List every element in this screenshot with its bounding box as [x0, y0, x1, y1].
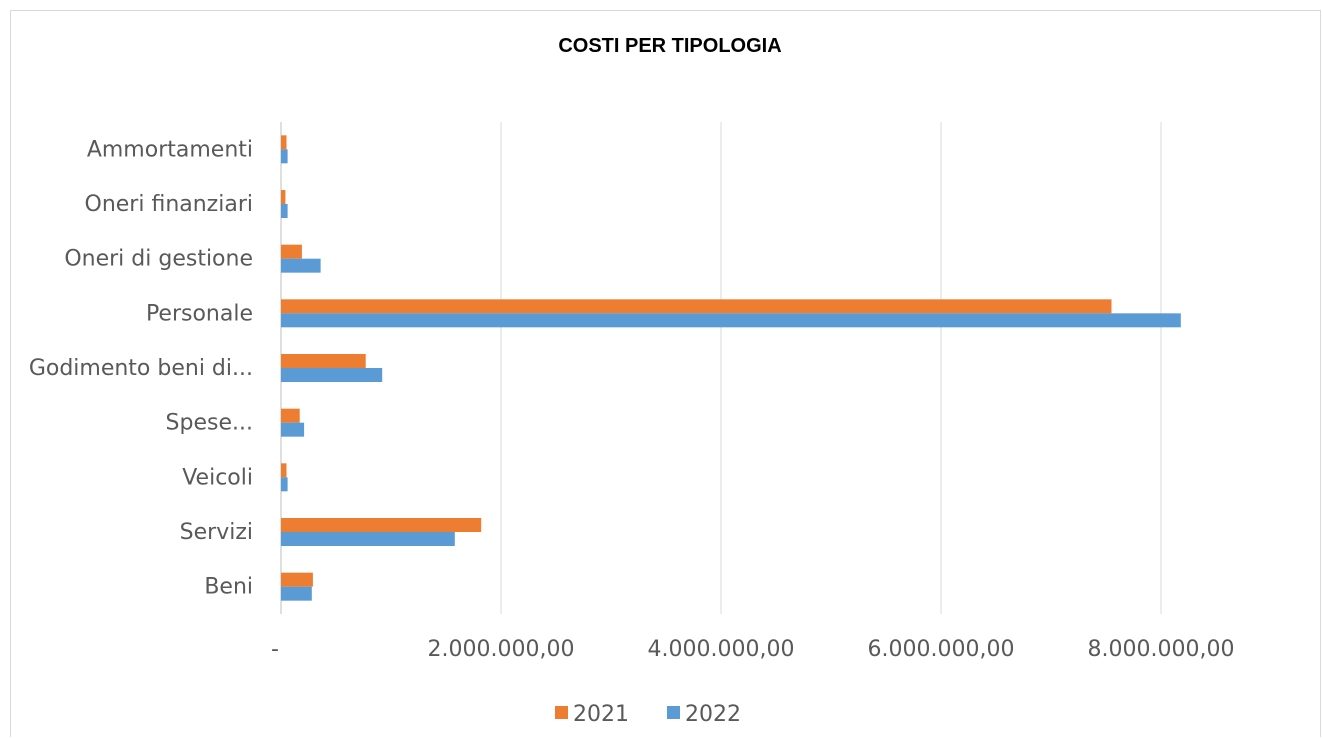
- bar-2022-3: [281, 313, 1181, 328]
- x-tick-label: 8.000.000,00: [1088, 637, 1235, 662]
- bar-2021-5: [281, 408, 300, 423]
- category-label: Ammortamenti: [87, 137, 253, 162]
- category-label: Oneri di gestione: [64, 247, 253, 272]
- legend-label: 2021: [573, 702, 629, 727]
- bar-2022-0: [281, 149, 288, 164]
- bars: [281, 135, 1181, 601]
- legend-label: 2022: [685, 702, 741, 727]
- bar-2021-1: [281, 190, 286, 204]
- category-label: Oneri finanziari: [85, 192, 253, 217]
- bar-2021-4: [281, 354, 366, 368]
- legend-swatch-2021: [555, 706, 568, 719]
- legend-swatch-2022: [667, 706, 680, 719]
- bar-2021-0: [281, 135, 287, 150]
- chart-title: COSTI PER TIPOLOGIA: [558, 35, 781, 57]
- category-label: Beni: [204, 575, 253, 600]
- bar-2021-8: [281, 572, 313, 587]
- x-tick-label: 4.000.000,00: [648, 637, 795, 662]
- category-label: Spese...: [166, 411, 253, 436]
- bar-2022-2: [281, 258, 321, 273]
- category-label: Personale: [146, 301, 253, 326]
- bar-2022-1: [281, 204, 288, 218]
- bar-2021-7: [281, 518, 482, 532]
- bar-2021-3: [281, 299, 1112, 314]
- x-tick-label: 2.000.000,00: [428, 637, 575, 662]
- bar-2022-6: [281, 477, 288, 492]
- category-labels: Ammortamenti Oneri finanziari Oneri di ges…: [29, 137, 253, 599]
- bar-2021-6: [281, 463, 287, 478]
- category-label: Veicoli: [182, 465, 253, 490]
- category-label: Godimento beni di...: [29, 356, 253, 381]
- x-tick-label: -: [271, 637, 279, 662]
- x-tick-label: 6.000.000,00: [868, 637, 1015, 662]
- chart-frame: [10, 10, 1321, 737]
- bar-2022-4: [281, 368, 383, 382]
- bar-2021-2: [281, 244, 302, 259]
- bar-2022-7: [281, 532, 455, 546]
- bar-2022-8: [281, 586, 312, 601]
- x-tick-labels: - 2.000.000,00 4.000.000,00 6.000.000,00 8.0…: [271, 637, 1234, 662]
- bar-2022-5: [281, 422, 305, 437]
- category-label: Servizi: [180, 520, 253, 545]
- legend: 2021 2022: [555, 702, 741, 727]
